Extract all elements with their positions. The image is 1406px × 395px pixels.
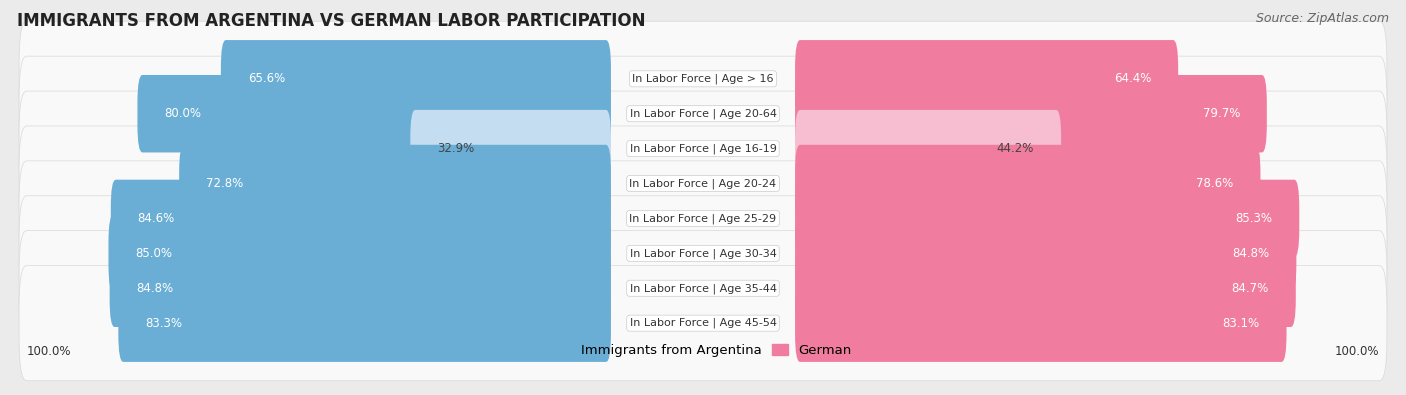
Text: 64.4%: 64.4% — [1114, 72, 1152, 85]
Legend: Immigrants from Argentina, German: Immigrants from Argentina, German — [550, 339, 856, 362]
Text: 65.6%: 65.6% — [247, 72, 285, 85]
Text: 100.0%: 100.0% — [1334, 345, 1379, 358]
Text: In Labor Force | Age 20-24: In Labor Force | Age 20-24 — [630, 178, 776, 189]
Text: 84.8%: 84.8% — [136, 282, 174, 295]
Text: 72.8%: 72.8% — [207, 177, 243, 190]
FancyBboxPatch shape — [20, 91, 1386, 206]
Text: In Labor Force | Age > 16: In Labor Force | Age > 16 — [633, 73, 773, 84]
FancyBboxPatch shape — [20, 161, 1386, 276]
Text: 78.6%: 78.6% — [1197, 177, 1233, 190]
Text: 83.3%: 83.3% — [145, 317, 183, 330]
Text: IMMIGRANTS FROM ARGENTINA VS GERMAN LABOR PARTICIPATION: IMMIGRANTS FROM ARGENTINA VS GERMAN LABO… — [17, 12, 645, 30]
FancyBboxPatch shape — [794, 40, 1178, 118]
Text: 44.2%: 44.2% — [997, 142, 1035, 155]
FancyBboxPatch shape — [138, 75, 612, 152]
Text: 83.1%: 83.1% — [1222, 317, 1260, 330]
Text: Source: ZipAtlas.com: Source: ZipAtlas.com — [1256, 12, 1389, 25]
Text: In Labor Force | Age 45-54: In Labor Force | Age 45-54 — [630, 318, 776, 328]
Text: 32.9%: 32.9% — [437, 142, 474, 155]
FancyBboxPatch shape — [111, 180, 612, 257]
Text: 84.7%: 84.7% — [1232, 282, 1268, 295]
FancyBboxPatch shape — [794, 250, 1296, 327]
FancyBboxPatch shape — [20, 21, 1386, 136]
FancyBboxPatch shape — [179, 145, 612, 222]
FancyBboxPatch shape — [221, 40, 612, 118]
FancyBboxPatch shape — [110, 250, 612, 327]
FancyBboxPatch shape — [794, 214, 1296, 292]
Text: 79.7%: 79.7% — [1202, 107, 1240, 120]
Text: In Labor Force | Age 35-44: In Labor Force | Age 35-44 — [630, 283, 776, 293]
FancyBboxPatch shape — [20, 56, 1386, 171]
FancyBboxPatch shape — [794, 75, 1267, 152]
Text: 100.0%: 100.0% — [27, 345, 72, 358]
Text: 84.6%: 84.6% — [138, 212, 174, 225]
Text: In Labor Force | Age 16-19: In Labor Force | Age 16-19 — [630, 143, 776, 154]
FancyBboxPatch shape — [108, 214, 612, 292]
FancyBboxPatch shape — [20, 196, 1386, 311]
FancyBboxPatch shape — [20, 126, 1386, 241]
FancyBboxPatch shape — [794, 110, 1062, 187]
FancyBboxPatch shape — [411, 110, 612, 187]
FancyBboxPatch shape — [20, 265, 1386, 381]
FancyBboxPatch shape — [794, 180, 1299, 257]
Text: In Labor Force | Age 30-34: In Labor Force | Age 30-34 — [630, 248, 776, 259]
FancyBboxPatch shape — [20, 231, 1386, 346]
Text: 85.3%: 85.3% — [1236, 212, 1272, 225]
FancyBboxPatch shape — [118, 284, 612, 362]
Text: 84.8%: 84.8% — [1232, 247, 1270, 260]
FancyBboxPatch shape — [794, 284, 1286, 362]
Text: 80.0%: 80.0% — [165, 107, 201, 120]
Text: In Labor Force | Age 25-29: In Labor Force | Age 25-29 — [630, 213, 776, 224]
FancyBboxPatch shape — [794, 145, 1260, 222]
Text: In Labor Force | Age 20-64: In Labor Force | Age 20-64 — [630, 109, 776, 119]
Text: 85.0%: 85.0% — [135, 247, 173, 260]
